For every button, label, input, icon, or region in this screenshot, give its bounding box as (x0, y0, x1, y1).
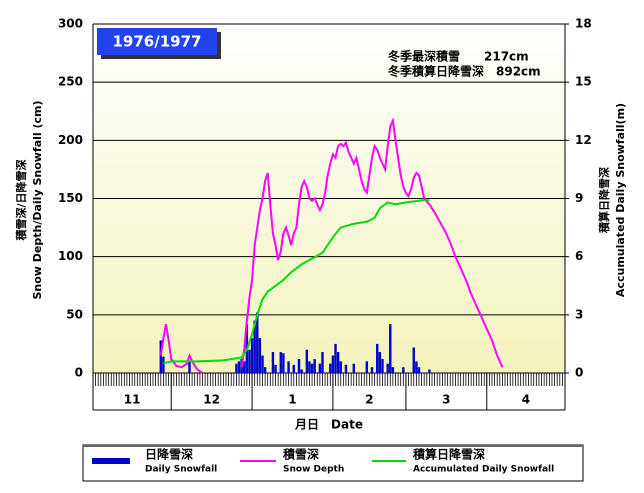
legend-label: 積雪深 (282, 447, 319, 462)
y2-tick-label: 12 (575, 133, 592, 147)
y-tick-label: 250 (58, 75, 83, 89)
y2-tick-label: 0 (575, 366, 583, 380)
bar (391, 367, 395, 373)
y-tick-label: 50 (66, 307, 83, 321)
annotation: 冬季最深積雪 217cm (388, 49, 529, 64)
bar (253, 320, 256, 373)
bar (318, 363, 322, 373)
x-tick-label: 12 (203, 393, 220, 407)
legend-label: 積算日降雪深 (412, 447, 485, 462)
x-tick-label: 4 (522, 393, 530, 407)
y-tick-label: 200 (58, 133, 83, 147)
legend-edge (83, 445, 583, 447)
bar (237, 361, 241, 373)
bar (274, 364, 277, 373)
bar (250, 338, 254, 373)
y-tick-label: 150 (58, 191, 83, 205)
bar (297, 359, 301, 373)
bar (365, 361, 369, 373)
bar (248, 349, 251, 373)
bar (292, 364, 295, 373)
bar (159, 340, 163, 373)
y-tick-label: 100 (58, 249, 83, 263)
bar (287, 361, 290, 373)
y2-axis-title: Accumulated Daily Snowfall(m) (614, 103, 627, 297)
y-tick-label: 0 (75, 366, 83, 380)
bar (336, 352, 340, 373)
bar (376, 343, 379, 373)
line (163, 199, 430, 365)
legend-label: 日降雪深 (145, 447, 193, 462)
bar (389, 324, 392, 373)
legend-label: Daily Snowfall (145, 465, 217, 475)
bar (352, 363, 355, 373)
bar (279, 352, 282, 373)
y-axis-title: 積雪深/日降雪深 (14, 159, 28, 241)
legend-label: Accumulated Daily Snowfall (413, 465, 554, 475)
x-tick-label: 2 (365, 393, 373, 407)
bar (412, 347, 415, 373)
chart-title: 1976/1977 (113, 33, 202, 51)
bar (256, 312, 259, 373)
bar (386, 363, 389, 373)
bar (235, 363, 238, 373)
y2-tick-label: 6 (575, 249, 583, 263)
bar (188, 361, 191, 373)
x-tick-label: 1 (288, 393, 296, 407)
x-tick-label: 11 (124, 393, 141, 407)
bar (428, 369, 431, 373)
bar (308, 361, 311, 373)
bar (258, 338, 262, 373)
legend-swatch (92, 458, 130, 464)
bar (370, 367, 374, 373)
y2-tick-label: 18 (575, 17, 592, 31)
bar (263, 367, 267, 373)
bar (329, 363, 332, 373)
bar (381, 359, 384, 373)
bar (305, 349, 309, 373)
y2-axis-title: 積算日降雪深 (597, 167, 611, 234)
legend (82, 444, 584, 482)
x-tick-label: 3 (442, 393, 450, 407)
bar (331, 355, 335, 373)
y2-tick-label: 3 (575, 307, 583, 321)
line (159, 116, 504, 374)
bar (243, 361, 246, 373)
y2-tick-label: 15 (575, 75, 592, 89)
bar (417, 367, 421, 373)
bar (402, 367, 405, 373)
bar (415, 361, 418, 373)
title-box (97, 28, 217, 55)
bar (282, 353, 285, 373)
bar (378, 352, 382, 373)
bar (310, 363, 314, 373)
bar (313, 359, 316, 373)
y2-tick-label: 9 (575, 191, 583, 205)
bar (334, 343, 337, 373)
bar (162, 356, 165, 373)
bar (261, 355, 264, 373)
bar (321, 352, 324, 373)
annotation: 冬季積算日降雪深 892cm (388, 64, 541, 79)
bar (300, 369, 303, 373)
legend-label: Snow Depth (283, 465, 344, 475)
bar (344, 364, 348, 373)
bar (271, 352, 275, 373)
bar (339, 361, 342, 373)
y-axis-title: Snow Depth/Daily Snowfall (cm) (31, 100, 44, 299)
x-axis-title: 月日 Date (294, 418, 363, 432)
y-tick-label: 300 (58, 17, 83, 31)
